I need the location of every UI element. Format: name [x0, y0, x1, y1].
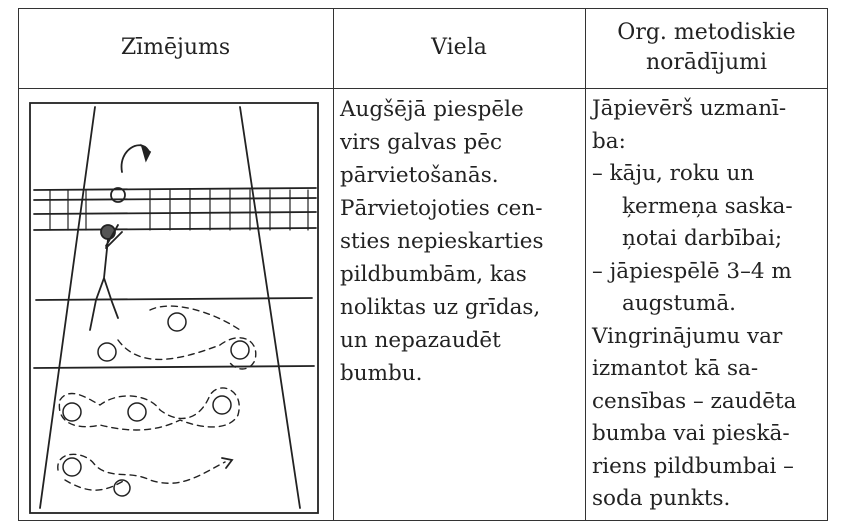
text-line: bumbu. [340, 361, 423, 386]
text-line: ņotai darbībai; [622, 226, 783, 251]
sketch-frame [29, 102, 319, 514]
text-line: Vingrinājumu var [592, 323, 783, 349]
text-line: sties nepieskarties [340, 229, 544, 254]
balls [62, 312, 250, 497]
header-cell: Viela [333, 8, 585, 88]
column-divider [585, 8, 586, 521]
text-line: Pārvietojoties cen- [340, 196, 543, 221]
text-line: pildbumbām, kas [340, 262, 527, 287]
text-line: – kāju, roku un [592, 161, 755, 186]
text-line: noliktas uz grīdas, [340, 295, 541, 320]
table-border [18, 8, 828, 521]
text-line: Jāpievērš uzmanī- [592, 96, 787, 121]
text-line: ba: [592, 128, 626, 154]
arrow [221, 457, 234, 469]
net [33, 187, 317, 231]
header-text: Org. metodiskie [617, 20, 796, 45]
header-cell: Zīmējums [18, 8, 333, 88]
text-line: censības – zaudēta [592, 388, 797, 414]
content-cell: Augšējā piespēle virs galvas pēc pārviet… [340, 93, 544, 390]
text-line: ķermeņa saska- [622, 193, 793, 219]
player-head [100, 224, 116, 240]
arrow [140, 143, 152, 163]
text-line: virs galvas pēc [340, 130, 502, 155]
court-lines [39, 106, 301, 509]
header-text: norādījumi [645, 50, 768, 75]
content-cell: Jāpievērš uzmanī- ba: – kāju, roku un ķe… [592, 93, 797, 516]
header-divider [18, 88, 828, 89]
header-text: Zīmējums [120, 35, 231, 60]
player [89, 224, 123, 331]
text-line: un nepazaudēt [340, 328, 501, 353]
text-line: riens pildbumbai – [592, 453, 794, 479]
text-line: soda punkts. [592, 486, 731, 511]
header-text: Viela [431, 35, 487, 60]
column-divider [333, 8, 334, 521]
text-line: izmantot kā sa- [592, 356, 759, 381]
net [49, 189, 309, 231]
ball [110, 187, 126, 203]
text-line: bumba vai pieskā- [592, 421, 790, 446]
text-line: augstumā. [622, 291, 736, 316]
header-cell: Org. metodiskie norādījumi [585, 8, 828, 88]
path-dashed [57, 305, 257, 491]
text-line: – jāpiespēlē 3–4 m [592, 258, 792, 284]
text-line: Augšējā piespēle [340, 97, 524, 122]
court-lines [33, 297, 315, 369]
text-line: pārvietošanās. [340, 163, 499, 188]
